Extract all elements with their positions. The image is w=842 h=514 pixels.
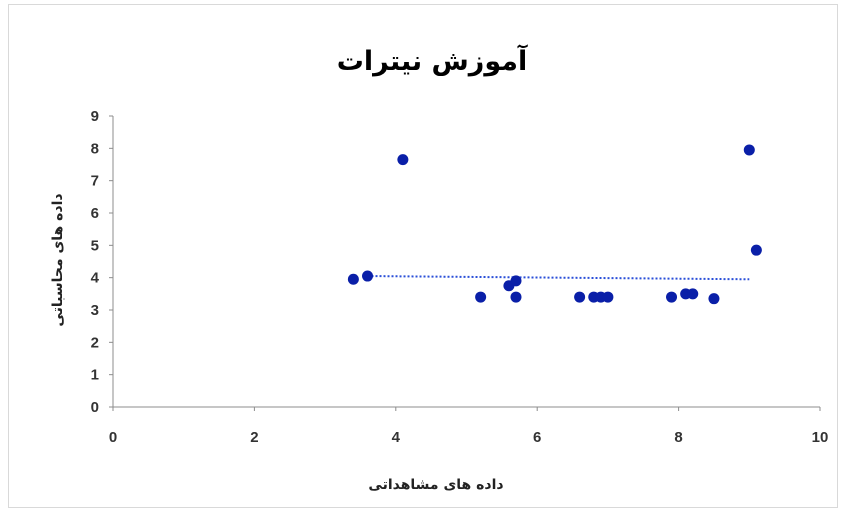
y-tick-label: 3 [91,302,99,319]
y-tick-label: 6 [91,205,99,222]
data-point [750,244,762,256]
x-tick-label: 4 [392,429,401,446]
y-tick-label: 2 [91,334,99,351]
data-point [666,291,678,303]
y-tick-label: 4 [91,270,100,287]
y-tick-label: 7 [91,173,99,190]
x-tick-label: 2 [250,429,258,446]
data-point [510,291,522,303]
x-tick-label: 0 [109,429,117,446]
x-axis-label: داده های مشاهداتی [368,477,503,493]
x-tick-label: 6 [533,429,541,446]
data-point [687,288,699,300]
x-tick-label: 8 [674,429,682,446]
data-point [602,291,614,303]
data-point [574,291,586,303]
y-tick-label: 9 [91,108,99,125]
y-tick-label: 8 [91,140,99,157]
y-tick-label: 5 [91,237,99,254]
data-point [475,291,487,303]
data-point [397,154,409,166]
data-point [708,293,720,305]
x-tick-label: 10 [812,429,829,446]
data-point [743,144,755,156]
chart-frame [8,4,838,508]
y-axis-label: داده های محاسباتی [50,193,66,326]
trendline [367,275,750,281]
y-tick-label: 1 [91,367,99,384]
y-tick-label: 0 [91,399,99,416]
chart-title: آموزش نیترات [337,44,528,77]
data-point [362,270,374,282]
data-point [510,275,522,287]
data-point [347,273,359,285]
